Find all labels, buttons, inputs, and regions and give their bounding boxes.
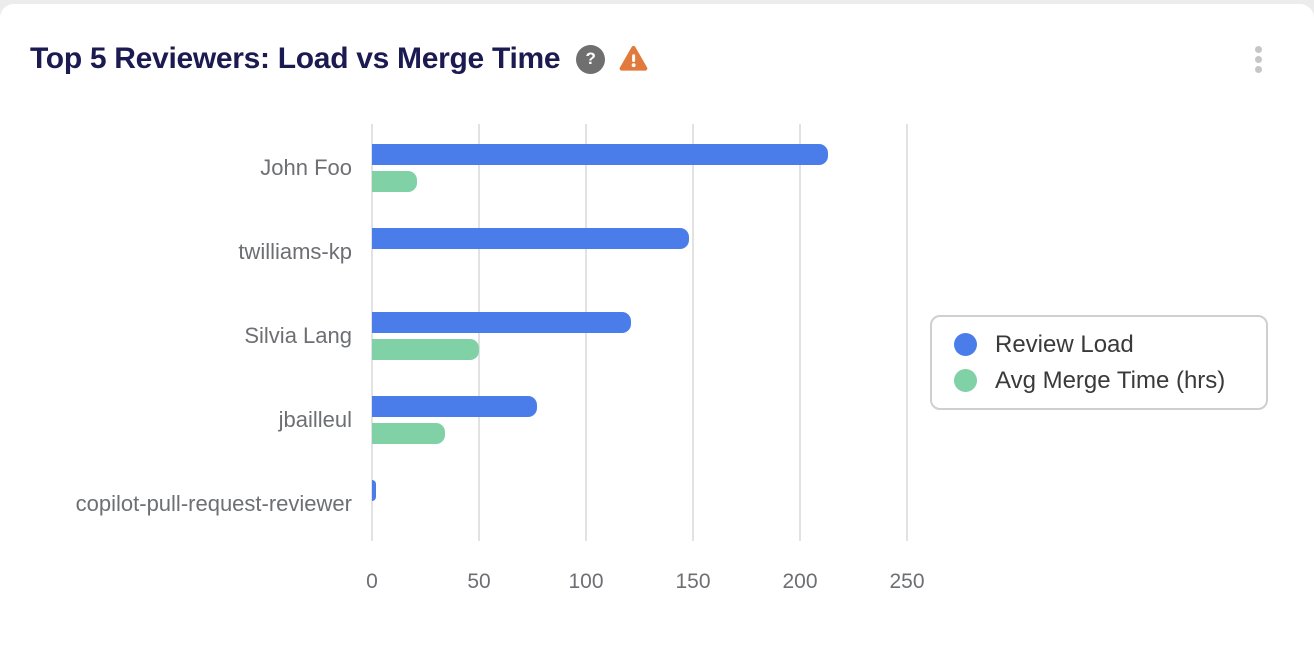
chart-title: Top 5 Reviewers: Load vs Merge Time: [30, 42, 561, 75]
category-label-john-foo: John Foo: [260, 155, 352, 180]
bar-review-load-twilliams-kp[interactable]: [372, 228, 689, 249]
gridline-x-250: [906, 124, 908, 541]
legend-item-review-load[interactable]: Review Load: [954, 331, 1244, 359]
bar-avg-merge-time-hrs-jbailleul[interactable]: [372, 423, 445, 444]
bar-chart: 0 50 100 150 200 250 John Foo twilliams-kp Silvi…: [0, 4, 1314, 648]
legend-dot-avg-merge-time-hrs: [954, 369, 977, 392]
category-label-silvia-lang: Silvia Lang: [244, 323, 352, 348]
bar-avg-merge-time-hrs-john-foo[interactable]: [372, 171, 417, 192]
x-tick-label-50: 50: [467, 570, 491, 593]
x-tick-label-150: 150: [675, 570, 711, 593]
category-label-copilot-pull-request-reviewer: copilot-pull-request-reviewer: [75, 491, 352, 516]
x-tick-label-100: 100: [568, 570, 604, 593]
warning-icon[interactable]: [618, 44, 649, 74]
bar-review-load-jbailleul[interactable]: [372, 396, 537, 417]
bar-avg-merge-time-hrs-silvia-lang[interactable]: [372, 339, 479, 360]
legend: Review Load Avg Merge Time (hrs): [930, 315, 1268, 410]
bar-review-load-silvia-lang[interactable]: [372, 312, 631, 333]
chart-card: Top 5 Reviewers: Load vs Merge Time ? 0 5…: [0, 4, 1314, 648]
help-icon-glyph: ?: [585, 49, 596, 68]
kebab-dot: [1255, 56, 1262, 63]
gridline-x-150: [692, 124, 694, 541]
legend-item-avg-merge-time-hrs[interactable]: Avg Merge Time (hrs): [954, 367, 1244, 395]
bar-review-load-copilot-pull-request-reviewer[interactable]: [372, 480, 377, 501]
chart-header: Top 5 Reviewers: Load vs Merge Time ?: [30, 36, 1294, 82]
category-label-jbailleul: jbailleul: [278, 407, 352, 432]
bar-review-load-john-foo[interactable]: [372, 144, 828, 165]
category-label-twilliams-kp: twilliams-kp: [238, 239, 352, 264]
warning-triangle-icon: [619, 45, 648, 71]
x-tick-label-250: 250: [889, 570, 925, 593]
help-icon[interactable]: ?: [576, 44, 606, 74]
gridline-x-200: [799, 124, 801, 541]
x-tick-label-0: 0: [366, 570, 378, 593]
kebab-dot: [1255, 66, 1262, 73]
kebab-dot: [1255, 46, 1262, 53]
legend-dot-review-load: [954, 333, 977, 356]
legend-label-review-load: Review Load: [995, 330, 1134, 358]
legend-label-avg-merge-time-hrs: Avg Merge Time (hrs): [995, 366, 1226, 394]
x-tick-label-200: 200: [782, 570, 818, 593]
kebab-menu-icon[interactable]: [1251, 42, 1266, 77]
